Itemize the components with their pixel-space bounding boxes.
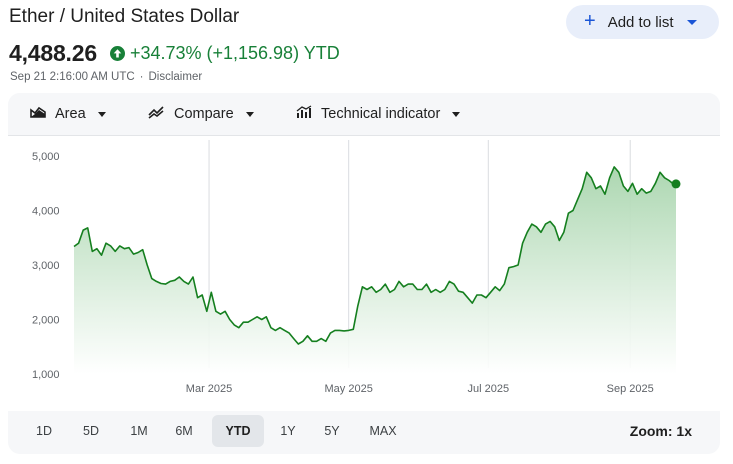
price-meta: Sep 21 2:16:00 AM UTC · Disclaimer [10, 71, 202, 83]
price-chart[interactable]: 1,000 2,000 3,000 4,000 5,000 Mar 2025 May 202… [8, 136, 720, 411]
chart-area[interactable]: 1,000 2,000 3,000 4,000 5,000 Mar 2025 May 202… [8, 136, 720, 411]
y-tick-label: 4,000 [32, 206, 60, 218]
chevron-down-icon [245, 111, 254, 117]
disclaimer-link[interactable]: Disclaimer [148, 71, 203, 83]
price-change: +34.73% (+1,156.98) YTD [129, 43, 340, 63]
chart-toolbar: Area Compare Technical indicator [8, 93, 720, 136]
area-chart-icon [30, 105, 46, 123]
chart-type-label: Area [55, 106, 86, 122]
arrow-up-circle-icon [109, 46, 125, 61]
range-selector: 1D 5D 1M 6M YTD 1Y 5Y MAX Zoom: 1x [8, 415, 720, 449]
y-tick-label: 1,000 [32, 369, 60, 381]
zoom-level: Zoom: 1x [629, 423, 692, 439]
timestamp: Sep 21 2:16:00 AM UTC [10, 71, 135, 83]
technical-indicator-label: Technical indicator [321, 106, 441, 122]
chevron-down-icon [97, 111, 106, 117]
compare-dropdown[interactable]: Compare [148, 105, 254, 123]
price-line [73, 166, 677, 345]
range-5d[interactable]: 5D [83, 424, 99, 438]
range-5y[interactable]: 5Y [324, 424, 340, 438]
last-price-point [671, 179, 681, 189]
plus-icon: + [584, 10, 596, 32]
compare-lines-icon [148, 105, 165, 123]
add-to-list-label: Add to list [607, 13, 674, 31]
x-tick-label: Mar 2025 [186, 383, 232, 395]
y-tick-label: 5,000 [32, 151, 60, 163]
current-price: 4,488.26 [9, 40, 97, 66]
compare-label: Compare [174, 106, 234, 122]
chart-type-dropdown[interactable]: Area [30, 105, 106, 123]
x-tick-label: Jul 2025 [468, 383, 510, 395]
chevron-down-icon [686, 19, 697, 25]
x-tick-label: May 2025 [325, 383, 373, 395]
add-to-list-button[interactable]: + Add to list [566, 5, 719, 39]
area-fill [74, 166, 676, 374]
range-1m[interactable]: 1M [130, 424, 148, 438]
range-max[interactable]: MAX [369, 424, 397, 438]
range-6m[interactable]: 6M [175, 424, 193, 438]
y-tick-label: 2,000 [32, 315, 60, 327]
y-tick-label: 3,000 [32, 260, 60, 272]
range-1d[interactable]: 1D [36, 424, 52, 438]
range-1y[interactable]: 1Y [280, 424, 296, 438]
separator: · [139, 71, 144, 83]
asset-title: Ether / United States Dollar [9, 6, 240, 27]
chart-panel: Area Compare Technical indicator 1,000 2,… [8, 93, 720, 454]
technical-indicator-dropdown[interactable]: Technical indicator [296, 105, 461, 123]
chevron-down-icon [452, 111, 461, 117]
technical-indicator-icon [296, 105, 312, 123]
price-row: 4,488.26 +34.73% (+1,156.98) YTD [9, 40, 340, 67]
x-tick-label: Sep 2025 [607, 383, 654, 395]
range-ytd[interactable]: YTD [212, 415, 264, 447]
